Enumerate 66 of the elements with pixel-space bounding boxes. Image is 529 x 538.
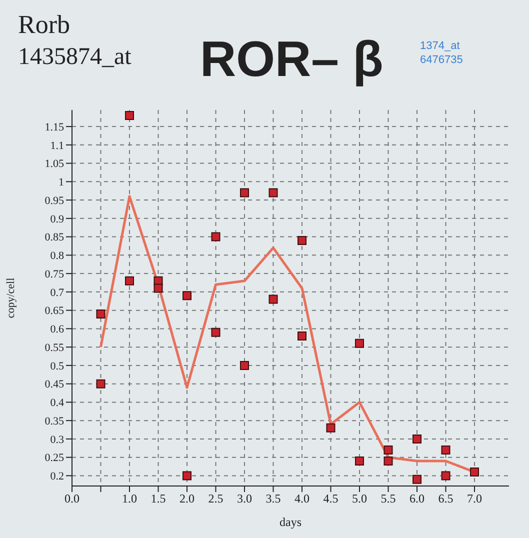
y-tick-label: 0.55 <box>44 342 64 354</box>
point <box>298 332 306 341</box>
x-tick-label: 4.5 <box>323 492 338 506</box>
point <box>96 309 106 318</box>
y-tick-label: 1.15 <box>44 121 64 134</box>
y-tick-label: 0.5 <box>50 360 64 372</box>
text: 6476735 <box>420 54 463 66</box>
x-tick-label: 7.0 <box>467 492 482 506</box>
chart-subtitle: Rorb <box>18 10 70 40</box>
point <box>355 456 364 466</box>
y-tick-label: 0.8 <box>50 250 64 262</box>
y-tick-label: 0.85 <box>44 232 64 244</box>
x-tick-label: 1.5 <box>150 492 166 506</box>
point <box>240 360 249 370</box>
point <box>125 276 134 286</box>
y-tick-label: 0.7 <box>50 286 64 299</box>
y-tick-label: 0.35 <box>44 415 64 428</box>
x-tick-label: 6.0 <box>410 492 424 506</box>
point <box>182 291 192 300</box>
point <box>412 474 422 484</box>
point <box>154 284 163 293</box>
y-tick-label: 0.2 <box>50 470 64 483</box>
point <box>470 468 479 477</box>
text: 1435874_at <box>18 44 132 71</box>
point <box>441 471 450 480</box>
x-tick-label: 3.5 <box>266 492 281 506</box>
point <box>268 294 278 304</box>
point <box>441 445 450 454</box>
point <box>182 471 192 480</box>
point <box>240 188 249 198</box>
point <box>268 188 278 198</box>
point <box>326 423 336 432</box>
point <box>211 232 220 242</box>
point <box>96 379 106 388</box>
text: 1374_at <box>420 40 460 52</box>
y-tick-label: 0.65 <box>44 305 64 318</box>
y-tick-label: 0.9 <box>50 213 64 226</box>
y-tick-label: 0.45 <box>44 378 64 391</box>
y-tick-label: 0.6 <box>50 324 64 336</box>
chart-title: ROR– β <box>200 30 384 88</box>
x-tick-label: 3.0 <box>237 492 252 506</box>
point <box>211 328 220 337</box>
point <box>125 111 134 120</box>
x-tick-label: 2.0 <box>180 492 194 506</box>
x-tick-label: 0.0 <box>64 492 80 506</box>
y-tick-label: 0.3 <box>50 434 64 446</box>
x-tick-label: 4.0 <box>294 492 310 506</box>
y-tick-label: 1.1 <box>50 140 64 152</box>
x-tick-label: 5.5 <box>380 492 396 506</box>
point <box>384 445 393 454</box>
x-tick-label: 2.5 <box>208 492 224 506</box>
point <box>298 236 306 245</box>
y-tick-label: 0.95 <box>44 194 64 207</box>
point <box>384 456 393 466</box>
x-tick-label: 5.0 <box>352 492 367 506</box>
y-tick-label: 1.05 <box>44 158 64 170</box>
y-tick-label: 0.75 <box>44 268 64 280</box>
x-axis-title: days <box>280 515 302 529</box>
x-tick-label: 6.5 <box>438 492 454 506</box>
y-tick-label: 0.25 <box>44 452 64 464</box>
point <box>355 338 364 348</box>
y-axis-title: copy/cell <box>4 278 17 318</box>
y-tick-label: 1 <box>58 176 64 189</box>
y-tick-label: 0.4 <box>50 397 64 410</box>
x-tick-label: 1.0 <box>122 492 137 506</box>
point <box>412 434 422 444</box>
